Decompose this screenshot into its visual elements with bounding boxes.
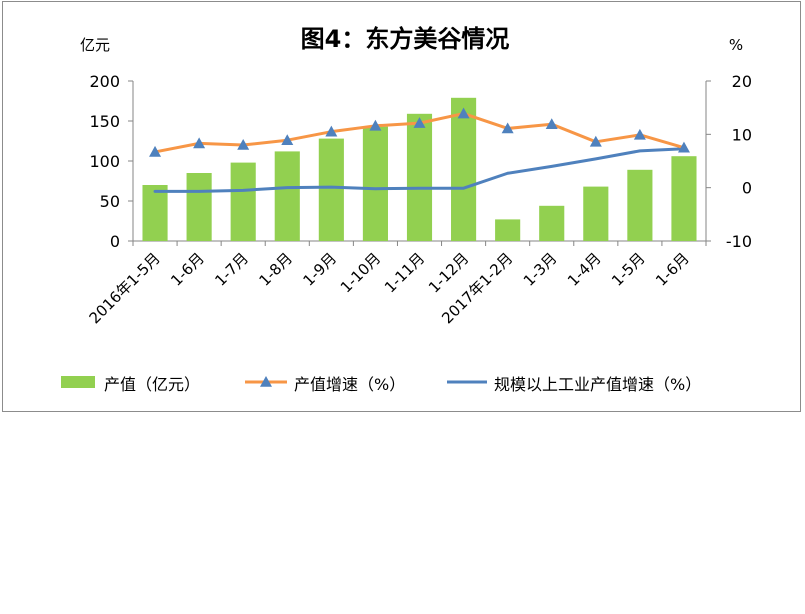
x-tick-label: 1-6月 bbox=[652, 249, 693, 290]
point-output-growth bbox=[193, 137, 206, 149]
legend-label-output-growth: 产值增速（%） bbox=[294, 375, 405, 394]
point-output-growth bbox=[545, 118, 558, 129]
x-tick-label: 1-10月 bbox=[337, 249, 384, 296]
right-tick-label: -10 bbox=[726, 232, 752, 251]
x-tick-label: 1-6月 bbox=[167, 249, 208, 290]
line-industrial-growth bbox=[153, 147, 686, 193]
legend: 产值（亿元） 产值增速（%） 规模以上工业产值增速（%） bbox=[61, 375, 701, 394]
right-axis-unit: % bbox=[729, 36, 743, 54]
chart-frame: 图4：东方美谷情况 亿元 % 200 150 100 50 0 20 10 0 -10 2016年… bbox=[2, 1, 801, 412]
point-output-growth bbox=[501, 122, 514, 134]
x-tick-label: 1-3月 bbox=[520, 249, 561, 290]
bar-output-value bbox=[362, 126, 388, 241]
left-tick-label: 100 bbox=[89, 152, 120, 171]
legend-label-output: 产值（亿元） bbox=[104, 375, 200, 394]
bar-output-value bbox=[627, 169, 653, 241]
bar-output-value bbox=[451, 97, 477, 241]
right-tick-label: 20 bbox=[732, 72, 752, 91]
point-output-growth bbox=[237, 139, 250, 150]
chart-title: 图4：东方美谷情况 bbox=[301, 25, 510, 53]
bar-output-value bbox=[539, 205, 565, 241]
bar-output-value bbox=[186, 173, 212, 241]
point-output-growth bbox=[281, 134, 294, 145]
x-tick-label: 1-9月 bbox=[300, 249, 341, 290]
bar-output-value bbox=[142, 185, 168, 241]
x-tick-label: 1-8月 bbox=[255, 249, 296, 290]
left-tick-label: 200 bbox=[89, 72, 120, 91]
bar-output-value bbox=[495, 219, 521, 241]
x-tick-label: 2016年1-5月 bbox=[86, 249, 164, 327]
point-output-growth bbox=[457, 107, 470, 119]
point-output-growth bbox=[413, 117, 426, 128]
x-tick-label: 1-7月 bbox=[211, 249, 252, 290]
chart-svg: 图4：东方美谷情况 亿元 % 20015010050020100-102016年… bbox=[61, 25, 752, 394]
right-tick-label: 10 bbox=[732, 125, 752, 144]
x-tick-label: 1-5月 bbox=[608, 249, 649, 290]
bar-output-value bbox=[318, 138, 344, 241]
point-output-growth bbox=[369, 119, 382, 131]
point-output-growth bbox=[149, 145, 162, 157]
bar-output-value bbox=[671, 156, 697, 241]
point-output-growth bbox=[633, 128, 646, 140]
left-tick-label: 0 bbox=[110, 232, 120, 251]
legend-label-industrial-growth: 规模以上工业产值增速（%） bbox=[494, 375, 701, 394]
bar-output-value bbox=[583, 186, 609, 241]
left-axis-unit: 亿元 bbox=[80, 36, 110, 54]
point-output-growth bbox=[677, 141, 690, 153]
left-tick-label: 150 bbox=[89, 112, 120, 131]
left-tick-label: 50 bbox=[100, 192, 120, 211]
x-tick-label: 1-11月 bbox=[381, 249, 428, 296]
point-output-growth bbox=[325, 125, 338, 137]
bar-output-value bbox=[274, 151, 300, 241]
bar-output-value bbox=[230, 162, 256, 241]
legend-marker-output-growth bbox=[260, 376, 272, 387]
x-tick-label: 1-4月 bbox=[564, 249, 605, 290]
legend-swatch-output bbox=[61, 376, 95, 388]
point-output-growth bbox=[589, 135, 602, 147]
bar-output-value bbox=[406, 113, 433, 241]
right-tick-label: 0 bbox=[742, 179, 752, 198]
